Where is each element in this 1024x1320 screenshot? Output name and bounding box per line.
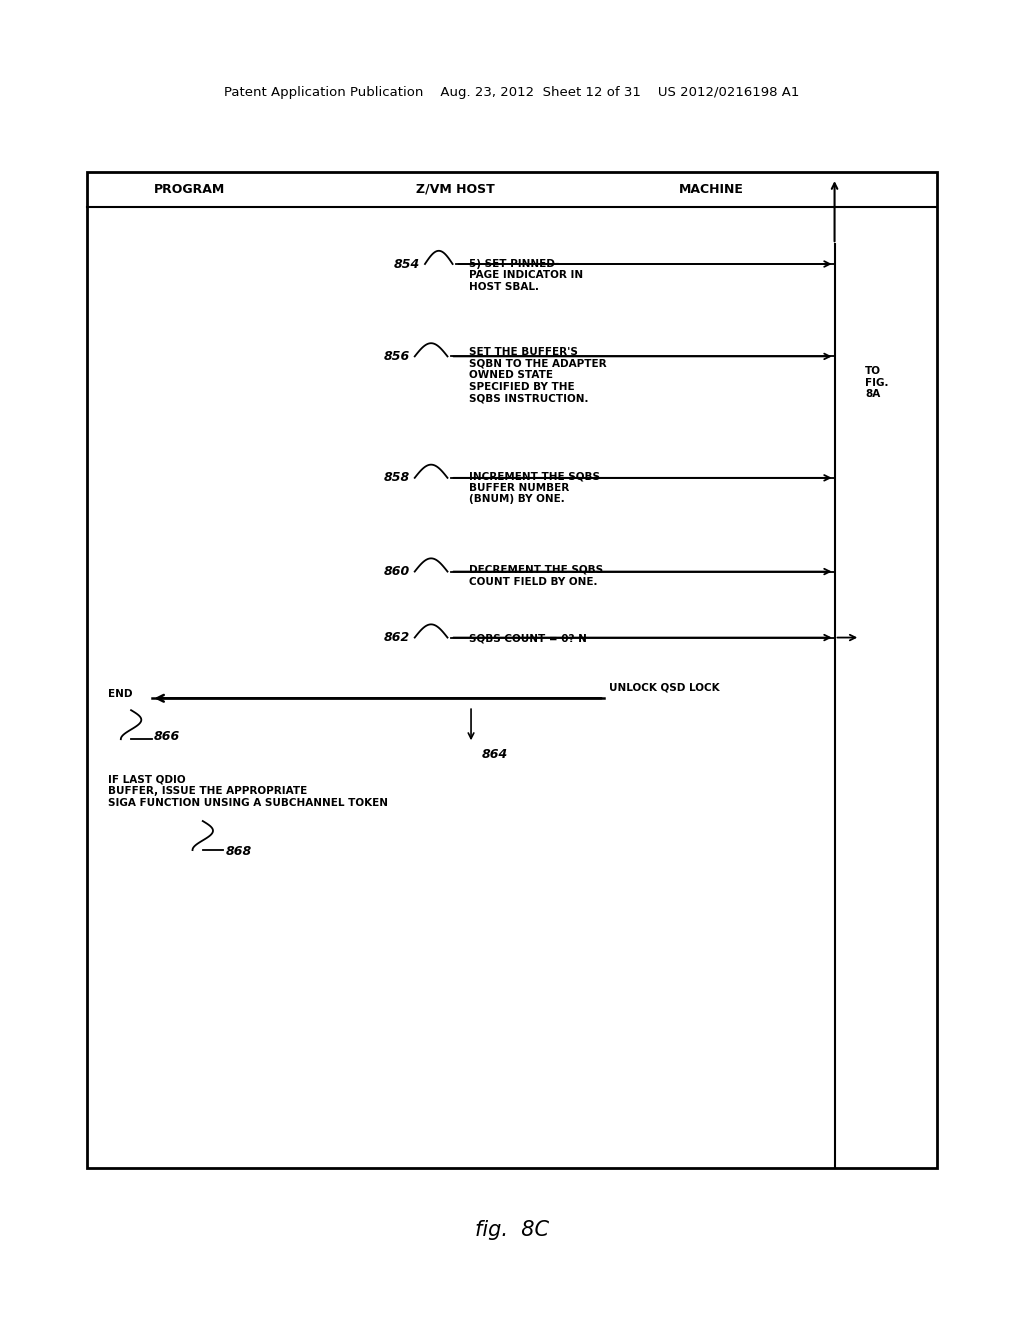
Text: 868: 868 xyxy=(225,845,252,858)
Text: DECREMENT THE SQBS
COUNT FIELD BY ONE.: DECREMENT THE SQBS COUNT FIELD BY ONE. xyxy=(469,565,603,586)
Text: 856: 856 xyxy=(383,350,410,363)
Text: 864: 864 xyxy=(481,748,508,762)
Bar xyxy=(87,172,937,1168)
Text: 862: 862 xyxy=(383,631,410,644)
Text: TO
FIG.
8A: TO FIG. 8A xyxy=(865,366,889,400)
Text: END: END xyxy=(108,689,132,700)
Text: IF LAST QDIO
BUFFER, ISSUE THE APPROPRIATE
SIGA FUNCTION UNSING A SUBCHANNEL TOK: IF LAST QDIO BUFFER, ISSUE THE APPROPRIA… xyxy=(108,775,387,808)
Text: 5) SET PINNED-
PAGE INDICATOR IN
HOST SBAL.: 5) SET PINNED- PAGE INDICATOR IN HOST SB… xyxy=(469,259,583,292)
Text: 860: 860 xyxy=(383,565,410,578)
Text: 854: 854 xyxy=(393,257,420,271)
Text: Z/VM HOST: Z/VM HOST xyxy=(417,183,495,195)
Text: MACHINE: MACHINE xyxy=(679,183,744,195)
Text: fig.  8C: fig. 8C xyxy=(475,1220,549,1241)
Text: 866: 866 xyxy=(154,730,180,743)
Text: SQBS COUNT = 0? N: SQBS COUNT = 0? N xyxy=(469,634,587,644)
Text: UNLOCK QSD LOCK: UNLOCK QSD LOCK xyxy=(609,682,720,693)
Text: SET THE BUFFER'S
SQBN TO THE ADAPTER
OWNED STATE
SPECIFIED BY THE
SQBS INSTRUCTI: SET THE BUFFER'S SQBN TO THE ADAPTER OWN… xyxy=(469,347,606,404)
Text: 858: 858 xyxy=(383,471,410,484)
Text: Patent Application Publication    Aug. 23, 2012  Sheet 12 of 31    US 2012/02161: Patent Application Publication Aug. 23, … xyxy=(224,86,800,99)
Text: INCREMENT THE SQBS
BUFFER NUMBER
(BNUM) BY ONE.: INCREMENT THE SQBS BUFFER NUMBER (BNUM) … xyxy=(469,471,600,504)
Text: PROGRAM: PROGRAM xyxy=(154,183,225,195)
